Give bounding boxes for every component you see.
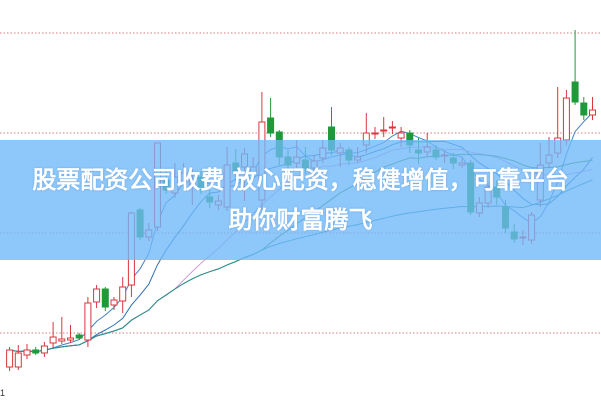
candle-down [75, 334, 83, 339]
candle-up [110, 299, 118, 306]
candle-up [14, 352, 22, 368]
candle-up [49, 336, 57, 344]
candle-up [67, 337, 74, 341]
candle-up [58, 338, 66, 342]
candle-up [23, 349, 31, 356]
candle-up [388, 126, 396, 129]
banner-title: 股票配资公司收费 放心配资，稳健增值，可靠平台助你财富腾飞 [32, 166, 569, 234]
candle-up [371, 132, 379, 135]
candle-up [6, 349, 14, 368]
corner-tick-label: 1 [0, 388, 6, 398]
candle-up [380, 129, 388, 132]
candle-up [119, 286, 127, 302]
title-banner: 股票配资公司收费 放心配资，稳健增值，可靠平台助你财富腾飞 [0, 140, 601, 260]
candle-up [40, 345, 48, 354]
candle-up [562, 97, 570, 141]
candle-down [267, 117, 275, 134]
candle-up [589, 109, 596, 116]
candle-up [397, 132, 405, 139]
candle-down [32, 349, 40, 354]
candle-down [571, 81, 579, 103]
candle-up [93, 288, 101, 303]
candle-down [580, 102, 588, 116]
candle-down [101, 288, 109, 308]
candle-up [84, 302, 92, 341]
